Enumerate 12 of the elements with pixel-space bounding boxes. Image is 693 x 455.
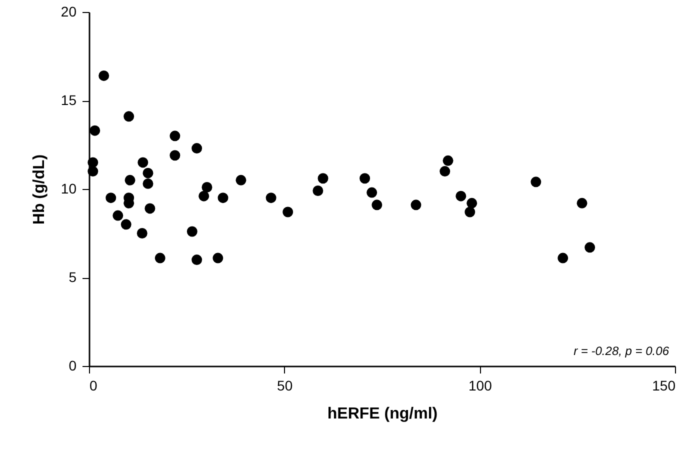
x-tick-label: 0 (90, 378, 98, 394)
y-tick-label: 15 (60, 92, 77, 108)
y-tick-label: 10 (60, 180, 77, 196)
y-axis-title: Hb (g/dL) (30, 154, 48, 225)
y-tick-label: 0 (68, 358, 77, 374)
y-tick-label: 20 (60, 4, 77, 20)
x-tick-label: 50 (277, 378, 293, 394)
x-tick-label: 150 (652, 378, 676, 394)
x-tick-label: 100 (468, 378, 492, 394)
x-axis-title: hERFE (ng/ml) (327, 406, 438, 422)
y-tick-label: 5 (68, 269, 77, 285)
annotation: r = -0.28, p = 0.06 (574, 344, 670, 358)
